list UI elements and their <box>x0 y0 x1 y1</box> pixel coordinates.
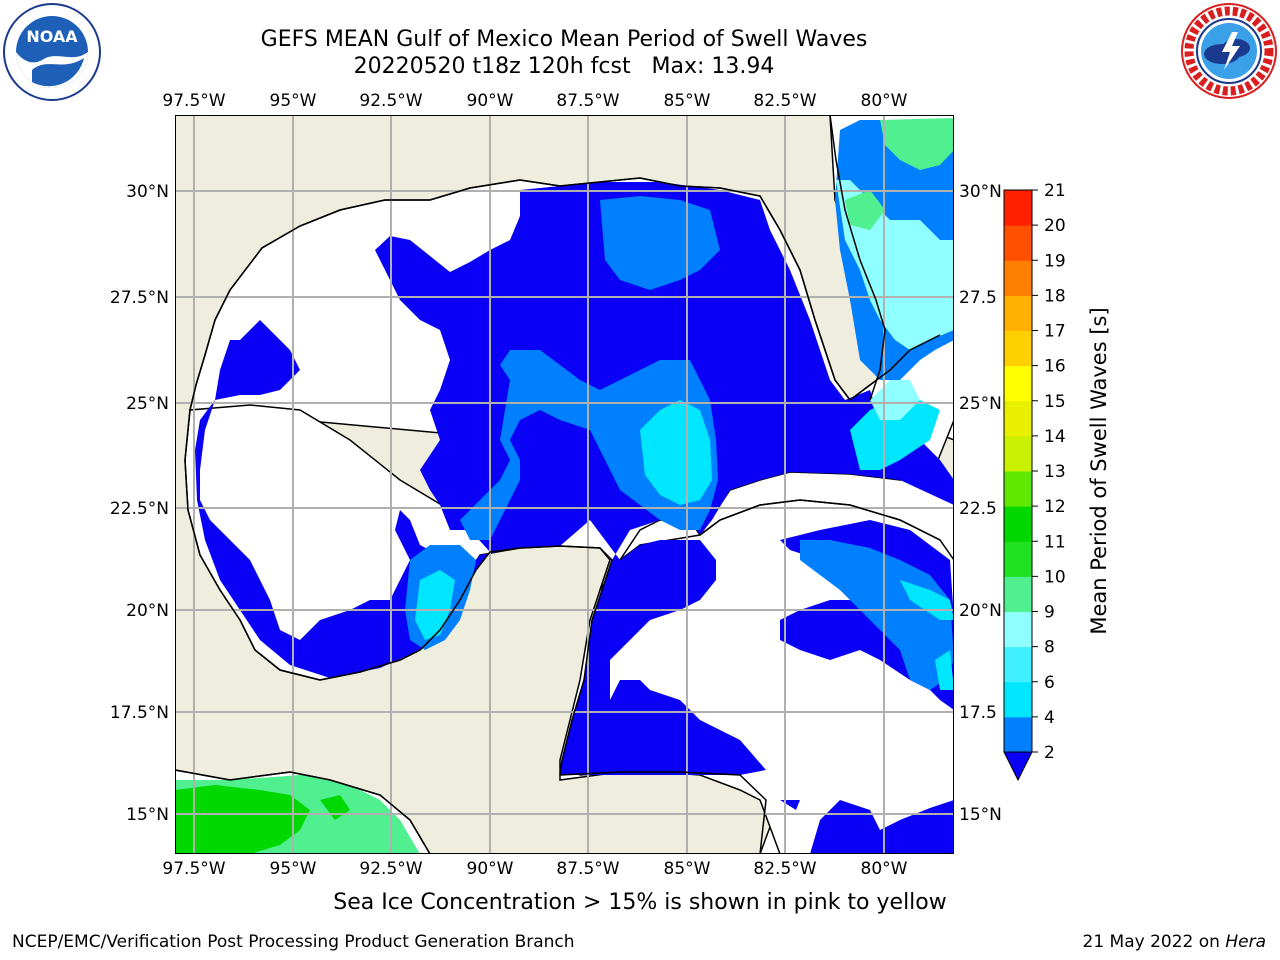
lon-label: 85°W <box>664 859 711 879</box>
lon-label: 90°W <box>467 91 514 111</box>
colorbar-bin <box>1004 611 1032 648</box>
svg-text:NOAA: NOAA <box>26 27 78 46</box>
colorbar-bin <box>1004 681 1032 718</box>
colorbar-bin <box>1004 716 1032 753</box>
lat-label: 27.5 <box>959 288 997 308</box>
colorbar-bin <box>1004 400 1032 437</box>
colorbar-tick-label: 6 <box>1044 673 1055 693</box>
map-area <box>175 115 954 854</box>
footer-date: 21 May 2022 on Hera <box>1083 932 1267 952</box>
lon-label: 95°W <box>270 859 317 879</box>
colorbar-tick-label: 14 <box>1044 427 1066 447</box>
colorbar-tick-label: 12 <box>1044 497 1066 517</box>
lat-label: 17.5 <box>959 703 997 723</box>
lon-label: 92.5°W <box>359 859 422 879</box>
colorbar-bin <box>1004 365 1032 402</box>
lon-label: 82.5°W <box>753 859 816 879</box>
lon-label: 87.5°W <box>556 859 619 879</box>
lat-label: 30°N <box>959 182 1002 202</box>
lon-label: 85°W <box>664 91 711 111</box>
colorbar-tick-label: 8 <box>1044 638 1055 658</box>
lat-label: 30°N <box>126 182 169 202</box>
lon-labels-top: 97.5°W 95°W 92.5°W 90°W 87.5°W 85°W 82.5… <box>162 91 907 111</box>
colorbar: 2 4 6 8 9 10 11 12 13 14 15 16 17 18 19 20 21 <box>1003 181 1066 782</box>
lat-labels-right: 30°N 27.5 25°N 22.5 20°N 17.5 15°N <box>959 182 1002 825</box>
lat-label: 27.5°N <box>110 288 169 308</box>
lat-label: 25°N <box>126 394 169 414</box>
lon-label: 80°W <box>861 859 908 879</box>
lat-label: 20°N <box>959 601 1002 621</box>
footer-date-text: 21 May 2022 on <box>1082 932 1226 952</box>
lat-label: 20°N <box>126 601 169 621</box>
chart-subtitle: 20220520 t18z 120h fcst Max: 13.94 <box>353 54 775 79</box>
colorbar-title: Mean Period of Swell Waves [s] <box>1087 307 1111 634</box>
colorbar-bin <box>1004 295 1032 331</box>
swell-4-6s-regions <box>405 120 954 690</box>
colorbar-bin <box>1004 260 1032 296</box>
lat-labels-left: 30°N 27.5°N 25°N 22.5°N 20°N 17.5°N 15°N <box>110 182 169 825</box>
graticule <box>175 115 954 854</box>
colorbar-tick-label: 4 <box>1044 708 1055 728</box>
colorbar-tick-label: 11 <box>1044 532 1066 552</box>
colorbar-bin <box>1004 576 1032 612</box>
colorbar-bin <box>1004 435 1032 472</box>
lat-label: 22.5 <box>959 499 997 519</box>
colorbar-tick-label: 13 <box>1044 462 1066 482</box>
colorbar-tick-label: 19 <box>1044 251 1066 271</box>
colorbar-extend-min <box>1003 751 1033 782</box>
footer-credit: NCEP/EMC/Verification Post Processing Pr… <box>12 932 575 952</box>
lon-label: 90°W <box>467 859 514 879</box>
coastline <box>175 115 941 854</box>
colorbar-bin <box>1004 506 1032 542</box>
colorbar-bin <box>1004 190 1032 226</box>
colorbar-bin <box>1004 330 1032 367</box>
colorbar-tick-label: 18 <box>1044 286 1066 306</box>
noaa-logo: NOAA <box>3 3 101 101</box>
lon-label: 97.5°W <box>162 859 225 879</box>
colorbar-tick-label: 9 <box>1044 603 1055 623</box>
colorbar-tick-label: 10 <box>1044 567 1066 587</box>
colorbar-bin <box>1004 646 1032 683</box>
lon-label: 82.5°W <box>753 91 816 111</box>
lon-label: 87.5°W <box>556 91 619 111</box>
colorbar-tick-label: 20 <box>1044 216 1066 236</box>
lat-label: 15°N <box>959 805 1002 825</box>
sea-ice-note: Sea Ice Concentration > 15% is shown in … <box>333 890 947 915</box>
colorbar-bin <box>1004 471 1032 507</box>
chart-title: GEFS MEAN Gulf of Mexico Mean Period of … <box>260 27 868 52</box>
colorbar-bin <box>1004 541 1032 577</box>
lat-label: 25°N <box>959 394 1002 414</box>
lon-labels-bottom: 97.5°W 95°W 92.5°W 90°W 87.5°W 85°W 82.5… <box>162 859 907 879</box>
colorbar-tick-label: 15 <box>1044 392 1066 412</box>
nws-logo <box>1181 3 1277 99</box>
lon-label: 92.5°W <box>359 91 422 111</box>
colorbar-tick-label: 2 <box>1044 743 1055 763</box>
lat-label: 15°N <box>126 805 169 825</box>
colorbar-tick-label: 21 <box>1044 181 1066 201</box>
lon-label: 80°W <box>861 91 908 111</box>
colorbar-tick-label: 16 <box>1044 357 1066 377</box>
lon-label: 97.5°W <box>162 91 225 111</box>
colorbar-bin <box>1004 225 1032 261</box>
footer-machine: Hera <box>1225 932 1266 952</box>
lon-label: 95°W <box>270 91 317 111</box>
colorbar-tick-label: 17 <box>1044 322 1066 342</box>
lat-label: 22.5°N <box>110 499 169 519</box>
lat-label: 17.5°N <box>110 703 169 723</box>
